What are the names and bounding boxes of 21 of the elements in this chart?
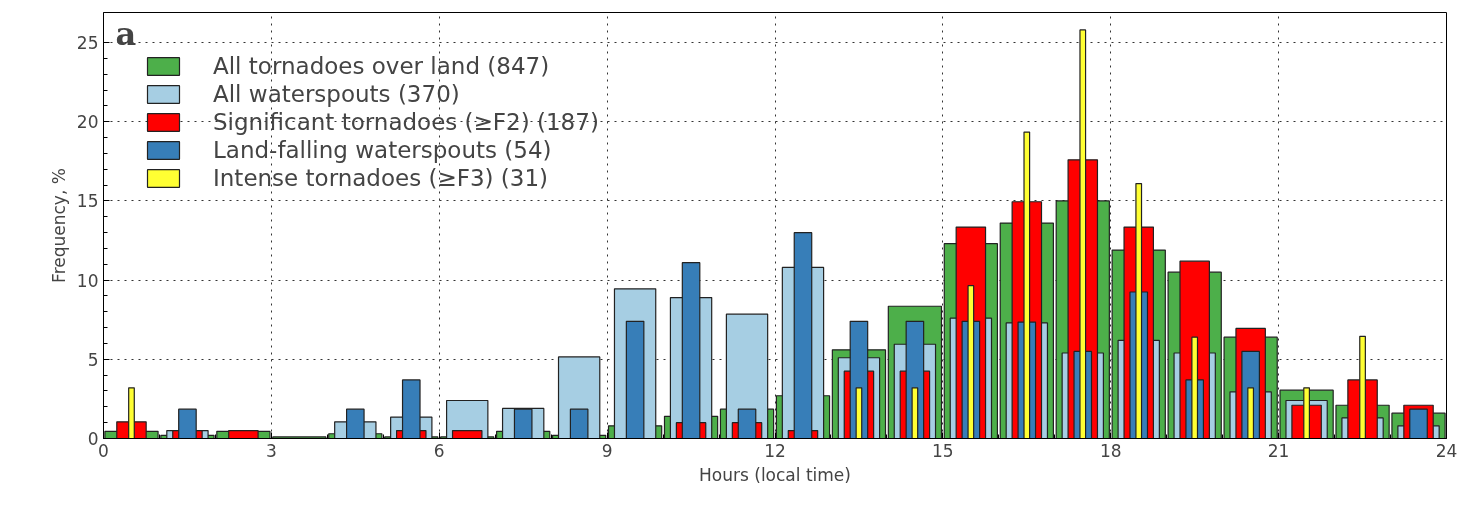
annotation: a [115, 14, 137, 53]
legend-label: All waterspouts (370) [213, 80, 460, 108]
legend-label: Intense tornadoes (≥F3) (31) [213, 164, 549, 192]
x-tick-label: 12 [764, 440, 786, 461]
y-tick-label: 10 [76, 270, 99, 291]
y-axis-title: Frequency, % [48, 168, 69, 283]
x-tick-label: 9 [601, 440, 613, 461]
y-tick-label: 25 [76, 33, 99, 54]
legend-label: Land-falling waterspouts (54) [213, 136, 552, 164]
y-tick-label: 5 [87, 349, 99, 370]
x-tick-label: 6 [433, 440, 445, 461]
y-tick-label: 20 [76, 112, 99, 133]
x-tick-label: 18 [1099, 440, 1122, 461]
x-tick-label: 15 [932, 440, 954, 461]
x-axis-title: Hours (local time) [699, 464, 851, 485]
legend-label: All tornadoes over land (847) [213, 52, 550, 80]
x-tick-label: 3 [265, 440, 277, 461]
legend-label: Significant tornadoes (≥F2) (187) [213, 108, 599, 136]
x-tick-label: 21 [1267, 440, 1290, 461]
x-tick-label: 24 [1435, 440, 1458, 461]
y-tick-label: 15 [76, 191, 99, 212]
